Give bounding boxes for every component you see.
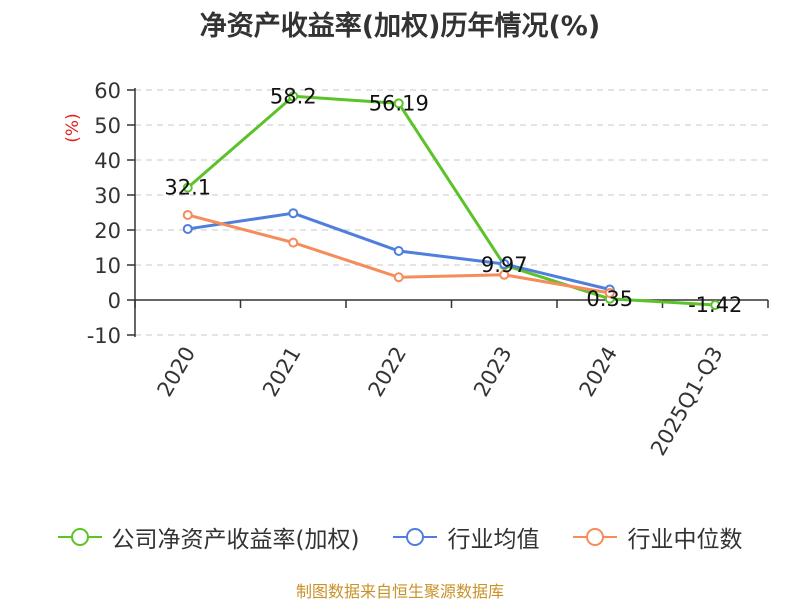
y-tick-label: 30 xyxy=(94,184,121,208)
legend-line-circle-icon xyxy=(573,528,618,546)
x-tick-label: 2021 xyxy=(258,343,306,401)
legend-item[interactable]: 公司净资产收益率(加权) xyxy=(57,520,360,554)
data-label: 0.35 xyxy=(586,287,633,311)
data-point xyxy=(182,182,193,193)
legend-label: 行业均值 xyxy=(447,527,540,553)
data-point xyxy=(182,223,193,234)
data-label: 32.1 xyxy=(164,176,211,200)
axes: 60 50 40 30 20 10 0 -10 (%) 2020 2021 2022 2023 2024 2… xyxy=(63,79,769,460)
data-label: 9.97 xyxy=(481,253,528,277)
y-tick-label: 50 xyxy=(94,114,121,138)
legend-label: 公司净资产收益率(加权) xyxy=(111,527,360,553)
data-point xyxy=(182,209,193,220)
y-tick-label: 0 xyxy=(108,289,121,313)
y-tick-label: 10 xyxy=(94,254,121,278)
legend-item[interactable]: 行业均值 xyxy=(393,520,539,554)
series-lines xyxy=(182,91,721,310)
x-tick-label: 2020 xyxy=(153,343,201,401)
x-tick-label: 2023 xyxy=(469,343,517,401)
x-tick-label: 2024 xyxy=(575,343,623,401)
line-chart: 60 50 40 30 20 10 0 -10 (%) 2020 2021 2022 2023 2024 2… xyxy=(63,79,769,460)
data-point xyxy=(499,269,510,280)
data-label: -1.42 xyxy=(688,293,742,317)
data-point xyxy=(710,299,721,310)
data-point xyxy=(393,272,404,283)
y-tick-label: 20 xyxy=(94,219,121,243)
legend-line-circle-icon xyxy=(393,528,438,546)
data-point xyxy=(393,98,404,109)
x-tick-label: 2022 xyxy=(364,343,412,401)
data-label: 56.19 xyxy=(369,91,429,115)
legend-label: 行业中位数 xyxy=(627,527,743,553)
data-point xyxy=(393,246,404,256)
legend: 公司净资产收益率(加权) 行业均值 行业中位数 xyxy=(0,520,800,554)
data-point xyxy=(499,258,510,269)
legend-line-circle-icon xyxy=(57,528,102,546)
data-labels: 32.1 58.2 56.19 9.97 0.35 -1.42 xyxy=(164,84,742,317)
data-label: 58.2 xyxy=(270,84,317,108)
y-tick-label: 60 xyxy=(94,79,121,103)
chart-title: 净资产收益率(加权)历年情况(%) xyxy=(199,11,601,42)
grid-lines xyxy=(135,89,768,336)
data-point xyxy=(288,237,299,248)
x-tick-label: 2025Q1-Q3 xyxy=(646,343,728,460)
y-tick-label: 40 xyxy=(94,149,121,173)
data-point xyxy=(288,91,299,102)
source-note: 制图数据来自恒生聚源数据库 xyxy=(295,582,504,601)
data-point xyxy=(288,208,299,219)
y-axis-label: (%) xyxy=(63,113,83,142)
data-point xyxy=(604,288,615,298)
y-tick-label: -10 xyxy=(87,324,121,348)
legend-item[interactable]: 行业中位数 xyxy=(573,520,742,554)
series-line-0 xyxy=(186,94,716,307)
